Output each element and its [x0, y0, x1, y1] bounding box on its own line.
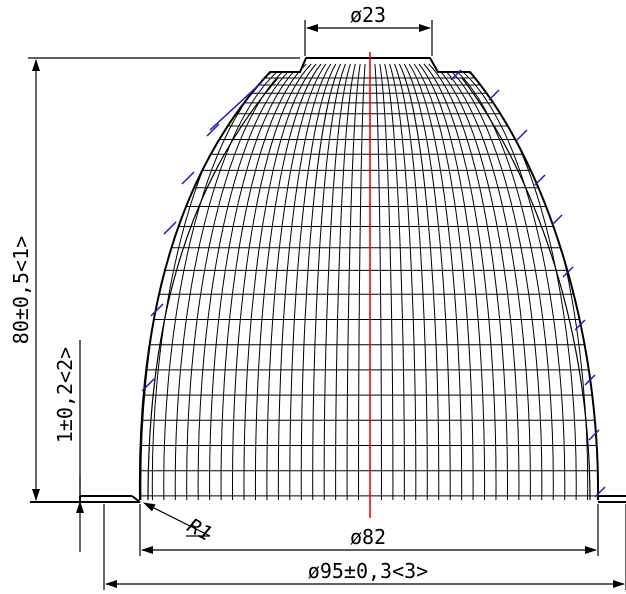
hatch-mark [584, 374, 596, 386]
mesh-meridian [448, 63, 554, 500]
mesh-meridian [398, 63, 440, 500]
dim-outer-diameter: ø95±0,3<3> [103, 504, 626, 590]
dim-radius: R1 [143, 502, 217, 546]
hatch-mark [574, 319, 586, 331]
hatch-mark [488, 89, 500, 101]
hatch-mark [534, 174, 546, 186]
mesh-meridian [312, 63, 346, 500]
hatch-mark [516, 129, 528, 141]
mesh-meridian [413, 63, 474, 500]
hatch-mark [181, 171, 195, 185]
reflector-inner-outline [147, 77, 279, 501]
mesh-meridian [379, 63, 394, 500]
mesh-meridian [394, 63, 428, 500]
mesh-meridian [358, 63, 366, 500]
mesh-meridian [462, 63, 589, 500]
reflector-inner-outline-right [461, 77, 591, 501]
hatch-mark [551, 214, 563, 226]
mesh-meridian [418, 63, 486, 500]
hatch-mark [594, 486, 606, 498]
dim-inner-diameter-label: ø82 [350, 525, 386, 549]
hatch-mark [141, 378, 155, 392]
mesh-meridian [174, 63, 287, 500]
mesh-meridian [423, 63, 497, 500]
mesh-meridian [323, 63, 351, 500]
mesh-meridian [232, 63, 312, 500]
mesh-meridian [335, 63, 356, 500]
hatch-mark [163, 221, 177, 235]
mesh-meridian [209, 63, 302, 500]
mesh-meridian [220, 63, 307, 500]
hatch-mark [450, 69, 462, 81]
flange [30, 495, 626, 503]
mesh-meridian [163, 63, 283, 500]
hatch-mark [562, 266, 574, 278]
dim-radius-label: R1 [184, 513, 217, 546]
mesh-meridian [300, 63, 342, 500]
mesh-meridian [254, 63, 322, 500]
dim-outer-diameter-label: ø95±0,3<3> [308, 559, 428, 583]
hatch-mark [206, 123, 220, 137]
dim-top-diameter-label: ø23 [350, 3, 386, 27]
mesh-meridian [289, 63, 337, 500]
dim-height: 80±0,5<1> [9, 57, 300, 501]
mesh-meridian [389, 63, 417, 500]
mesh-meridian [384, 63, 405, 500]
mesh-meridian [277, 63, 332, 500]
mesh-meridian [457, 63, 577, 500]
hatch-mark [150, 303, 164, 317]
reflector-outline [138, 57, 600, 501]
mesh-meridian [433, 63, 520, 500]
mesh-meridian [443, 63, 543, 500]
dim-height-label: 80±0,5<1> [9, 236, 33, 344]
dim-flange-thickness-label: 1±0,2<2> [53, 347, 77, 443]
mesh-meridian [438, 63, 531, 500]
dim-top-diameter: ø23 [304, 3, 433, 56]
mesh-meridian [453, 63, 566, 500]
dim-flange-thickness: 1±0,2<2> [53, 340, 84, 552]
mesh-meridian [374, 63, 382, 500]
hatch-mark [209, 81, 263, 131]
mesh-meridian [403, 63, 451, 500]
hatch-mark [588, 429, 600, 441]
mesh-meridian [428, 63, 508, 500]
dim-inner-diameter: ø82 [139, 504, 599, 556]
mesh-meridian [197, 63, 297, 500]
mesh-meridian [408, 63, 463, 500]
mesh-meridian [243, 63, 317, 500]
hatch-marks [141, 69, 606, 498]
mesh-meridian [346, 63, 361, 500]
mesh-meridian [266, 63, 327, 500]
